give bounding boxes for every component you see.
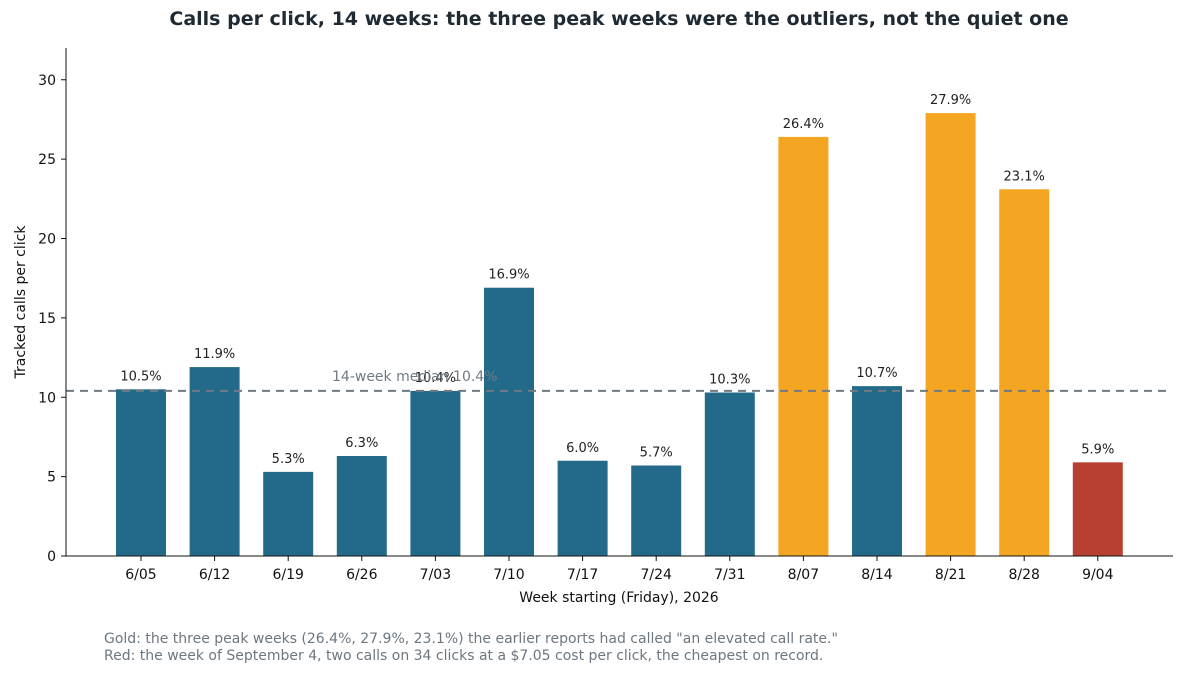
y-tick-label: 25 <box>38 152 56 168</box>
value-label: 10.4% <box>415 371 456 386</box>
bar-8/21 <box>925 113 976 557</box>
bar-7/24 <box>631 465 682 556</box>
value-label: 6.0% <box>566 441 599 456</box>
value-label: 6.3% <box>345 436 378 451</box>
value-label: 16.9% <box>488 268 529 283</box>
y-tick-label: 0 <box>47 549 56 565</box>
x-tick-label: 7/03 <box>420 567 451 583</box>
x-tick-label: 6/19 <box>272 567 303 583</box>
bar-6/26 <box>336 455 387 556</box>
value-label: 5.7% <box>640 446 673 461</box>
bar-8/28 <box>999 189 1050 556</box>
bar-6/12 <box>189 367 240 556</box>
y-axis-label: Tracked calls per click <box>13 225 29 380</box>
x-tick-label: 7/10 <box>493 567 524 583</box>
x-tick-label: 7/17 <box>567 567 598 583</box>
value-label: 10.7% <box>856 366 897 381</box>
x-tick-label: 8/07 <box>788 567 819 583</box>
bar-7/10 <box>484 287 534 556</box>
value-label: 11.9% <box>194 347 235 362</box>
value-label: 10.3% <box>709 372 750 387</box>
bar-7/31 <box>704 392 755 556</box>
y-tick-label: 15 <box>38 311 56 327</box>
value-label: 27.9% <box>930 93 971 108</box>
bar-8/07 <box>778 136 829 556</box>
x-tick-label: 9/04 <box>1082 567 1114 583</box>
value-label: 23.1% <box>1004 169 1045 184</box>
median-reference-label: 14-week median 10.4% <box>332 369 498 385</box>
value-label: 5.9% <box>1081 442 1114 457</box>
value-label: 5.3% <box>272 452 305 467</box>
x-tick-label: 8/21 <box>935 567 966 583</box>
x-tick-label: 6/26 <box>346 567 378 583</box>
note-red: Red: the week of September 4, two calls … <box>104 648 824 664</box>
y-tick-label: 20 <box>38 232 56 248</box>
x-tick-label: 6/05 <box>125 567 156 583</box>
x-tick-label: 7/24 <box>640 567 672 583</box>
bars-group <box>116 113 1123 557</box>
x-axis-label: Week starting (Friday), 2026 <box>519 590 718 606</box>
chart-title: Calls per click, 14 weeks: the three pea… <box>169 8 1069 30</box>
value-label: 10.5% <box>120 369 161 384</box>
note-gold: Gold: the three peak weeks (26.4%, 27.9%… <box>104 631 838 647</box>
value-label: 26.4% <box>783 117 824 132</box>
y-tick-label: 5 <box>47 470 56 486</box>
bar-8/14 <box>852 386 902 556</box>
axes-group: 6/05 6/12 6/19 6/26 7/03 7/10 7/17 7/24 7/31 8/07… <box>38 48 1173 583</box>
y-tick-label: 10 <box>38 390 56 406</box>
bar-6/19 <box>263 471 314 556</box>
x-tick-label: 8/14 <box>861 567 893 583</box>
x-tick-label: 6/12 <box>199 567 230 583</box>
x-tick-label: 7/31 <box>714 567 745 583</box>
footnotes: Gold: the three peak weeks (26.4%, 27.9%… <box>104 631 838 665</box>
x-tick-label: 8/28 <box>1008 567 1039 583</box>
bar-7/03 <box>410 390 461 556</box>
y-tick-label: 30 <box>38 73 56 89</box>
bar-9/04 <box>1072 462 1123 556</box>
reference-line-group: 14-week median 10.4% <box>66 369 1169 392</box>
bar-6/05 <box>116 389 166 556</box>
bar-7/17 <box>557 460 608 556</box>
value-labels-group: 10.5% 11.9% 5.3% 6.3% 10.4% 16.9% 6.0% 5.7% 10.3… <box>120 93 1114 467</box>
